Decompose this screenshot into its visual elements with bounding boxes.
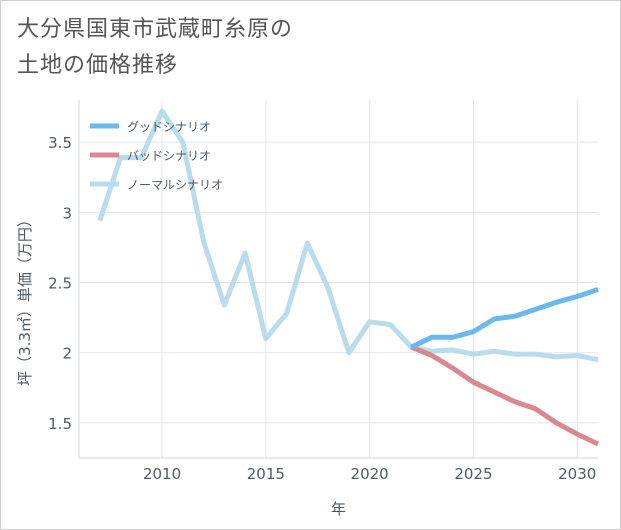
legend-label-0: グッドシナリオ xyxy=(127,120,211,134)
series-line-0 xyxy=(410,287,599,350)
x-tick-label: 2025 xyxy=(454,465,492,483)
series-line-2 xyxy=(97,108,599,363)
chart-title-line1: 大分県国東市武蔵町糸原の xyxy=(17,17,294,42)
chart-title: 大分県国東市武蔵町糸原の 土地の価格推移 xyxy=(17,12,293,84)
y-tick-label: 3 xyxy=(62,204,72,222)
y-axis-label: 坪（3.3㎡）単価（万円） xyxy=(16,212,34,386)
x-axis-label: 年 xyxy=(331,500,346,518)
chart-title-line2: 土地の価格推移 xyxy=(17,53,179,78)
series-line-1 xyxy=(410,344,600,447)
grid xyxy=(78,100,598,459)
legend-label-2: ノーマルシナリオ xyxy=(127,178,223,192)
y-tick-label: 1.5 xyxy=(48,415,72,433)
y-tick-label: 3.5 xyxy=(48,134,72,152)
x-tick-label: 2015 xyxy=(247,465,285,483)
series-lines xyxy=(97,108,600,447)
y-tick-label: 2 xyxy=(62,345,72,363)
x-tick-label: 2020 xyxy=(351,465,389,483)
legend-label-1: バッドシナリオ xyxy=(127,149,211,163)
tick-labels: 2010 2015 2020 2025 2030 1.5 2 2.5 3 3.5 xyxy=(48,134,596,483)
y-tick-label: 2.5 xyxy=(48,275,72,293)
x-tick-label: 2010 xyxy=(143,465,181,483)
x-tick-label: 2030 xyxy=(558,465,596,483)
